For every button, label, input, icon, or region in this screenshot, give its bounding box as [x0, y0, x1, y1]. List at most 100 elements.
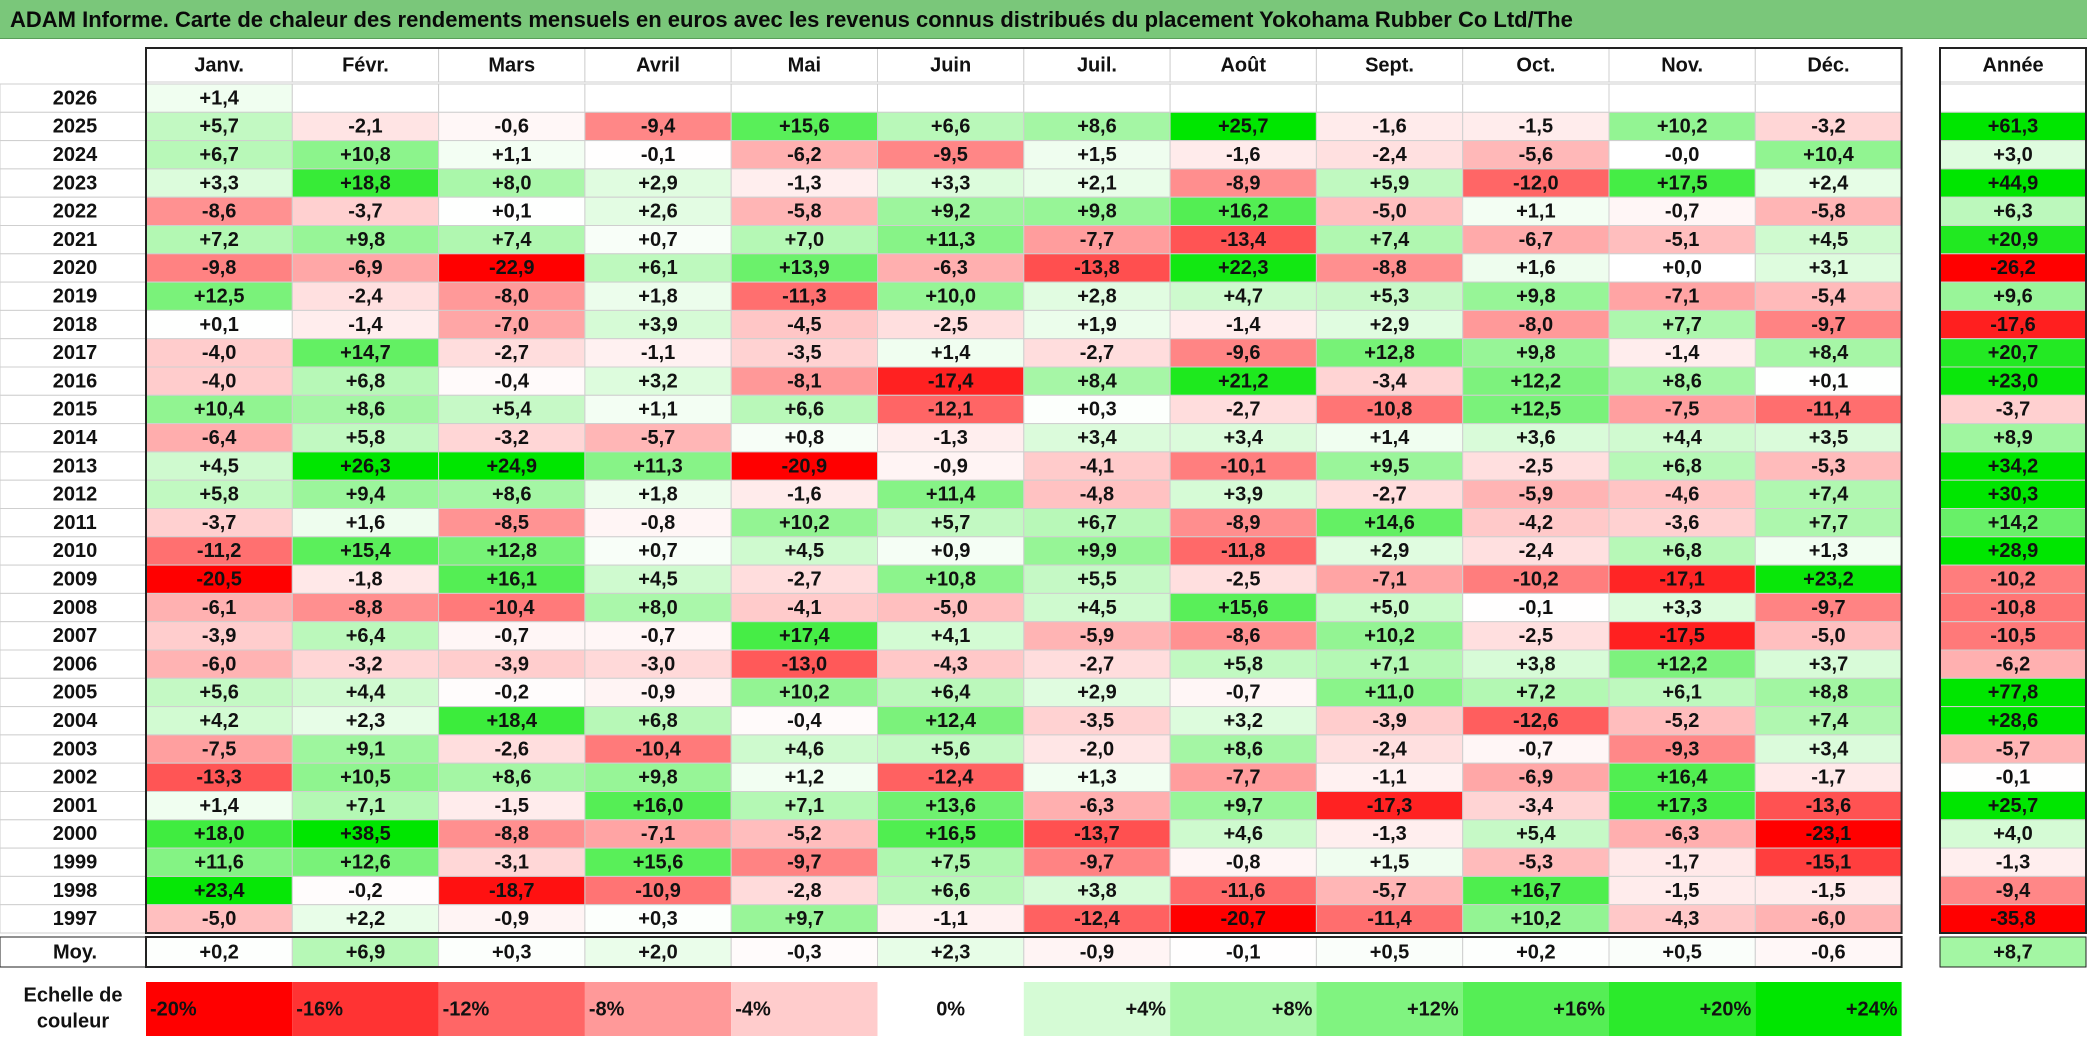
heatmap-cell — [1169, 281, 1317, 311]
cell-value: -1,8 — [348, 569, 382, 591]
average-value: -0,6 — [1811, 941, 1845, 963]
cell-value: -2,5 — [933, 314, 967, 336]
year-cell — [0, 111, 147, 142]
cell-value: -11,4 — [1367, 908, 1412, 930]
heatmap-cell — [1023, 83, 1171, 113]
cell-value: -17,1 — [1659, 569, 1705, 591]
year-label: 2016 — [53, 370, 98, 392]
cell-value: +11,4 — [926, 484, 976, 506]
cell-value: -8,6 — [202, 201, 236, 223]
heatmap-cell — [1169, 677, 1317, 708]
cell-value: -5,6 — [1519, 144, 1553, 166]
cell-value: +4,5 — [638, 569, 677, 591]
heatmap-cell — [730, 83, 879, 113]
heatmap-cell — [877, 83, 1025, 113]
cell-value: +6,8 — [1662, 540, 1701, 562]
scale-swatch — [877, 982, 1024, 1036]
heatmap-cell — [584, 394, 732, 425]
heatmap-cell — [1023, 451, 1171, 481]
heatmap-cell — [1754, 592, 1903, 623]
annual-cell — [1939, 253, 2087, 283]
cell-value: -1,5 — [1811, 880, 1845, 902]
scale-value: -20% — [150, 998, 197, 1020]
average-value: +2,3 — [931, 941, 970, 963]
cell-value: +9,8 — [346, 229, 385, 251]
cell-value: +10,8 — [925, 569, 976, 591]
heatmap-cell — [1169, 451, 1317, 481]
heatmap-cell — [877, 168, 1025, 198]
annual-value: +34,2 — [1988, 455, 2039, 477]
heatmap-cell — [438, 621, 586, 651]
heatmap-cell — [1169, 649, 1317, 679]
heatmap-cell — [730, 762, 879, 793]
heatmap-cell — [438, 423, 586, 453]
cell-value: +1,5 — [1370, 852, 1409, 874]
annual-value: -0,1 — [1996, 767, 2030, 789]
month-header-label: Août — [1220, 54, 1266, 76]
heatmap-cell — [1462, 536, 1610, 566]
cell-value: +3,1 — [1809, 257, 1848, 279]
cell-value: -2,7 — [787, 569, 821, 591]
heatmap-cell — [1023, 196, 1171, 226]
cell-value: -5,7 — [641, 427, 675, 449]
cell-value: -10,9 — [635, 880, 681, 902]
cell-value: +6,1 — [1662, 682, 1701, 704]
cell-value: +8,6 — [346, 399, 385, 421]
cell-value: -6,3 — [1665, 823, 1699, 845]
cell-value: +4,5 — [1077, 597, 1116, 619]
scale-value: +4% — [1126, 998, 1167, 1020]
year-label: 2009 — [53, 569, 98, 591]
cell-value: -0,7 — [641, 625, 675, 647]
month-header-label: Déc. — [1807, 54, 1849, 76]
cell-value: +18,0 — [194, 823, 245, 845]
heatmap-cell — [1754, 225, 1903, 255]
heatmap-cell — [584, 847, 732, 877]
cell-value: -0,8 — [1226, 852, 1260, 874]
cell-value: -1,5 — [1519, 116, 1553, 138]
cell-value: +7,4 — [1370, 229, 1410, 251]
cell-value: -2,7 — [1372, 484, 1406, 506]
cell-value: -7,1 — [641, 823, 675, 845]
cell-value: -3,5 — [787, 342, 821, 364]
scale-value: -8% — [589, 998, 625, 1020]
month-header-cell — [1169, 47, 1317, 83]
cell-value: +1,1 — [1516, 201, 1555, 223]
annual-value: +28,9 — [1988, 540, 2039, 562]
heatmap-cell — [1462, 819, 1610, 849]
month-header-cell — [1608, 47, 1756, 83]
cell-value: -6,7 — [1519, 229, 1553, 251]
heatmap-cell — [438, 592, 586, 623]
cell-value: +5,9 — [1370, 172, 1409, 194]
heatmap-cell — [730, 819, 879, 849]
cell-value: -9,7 — [1811, 597, 1845, 619]
annual-value: -1,3 — [1996, 852, 2030, 874]
cell-value: +12,8 — [1364, 342, 1415, 364]
heatmap-cell — [584, 196, 732, 226]
average-cell — [291, 936, 440, 968]
year-cell — [0, 762, 147, 793]
cell-value: -11,2 — [197, 540, 241, 562]
heatmap-cell — [145, 847, 293, 877]
cell-value: -9,4 — [641, 116, 676, 138]
cell-value: -0,7 — [1519, 738, 1553, 760]
year-label: 2003 — [53, 738, 98, 760]
scale-label: couleur — [37, 1010, 109, 1032]
cell-value: -6,3 — [933, 257, 967, 279]
cell-value: +10,2 — [1511, 908, 1562, 930]
annual-cell — [1939, 819, 2087, 849]
heatmap-cell — [145, 111, 293, 142]
cell-value: +1,4 — [199, 87, 239, 109]
heatmap-cell — [877, 819, 1025, 849]
heatmap-cell — [1169, 904, 1317, 934]
cell-value: -2,0 — [1080, 738, 1114, 760]
cell-value: -8,5 — [495, 512, 529, 534]
heatmap-cell — [584, 168, 732, 198]
heatmap-cell — [1315, 83, 1464, 113]
cell-value: +5,4 — [492, 399, 532, 421]
scale-swatch — [1462, 982, 1609, 1036]
cell-value: +10,2 — [1364, 625, 1415, 647]
cell-value: +9,7 — [1224, 795, 1263, 817]
cell-value: +11,6 — [194, 852, 244, 874]
heatmap-cell — [1315, 253, 1464, 283]
heatmap-cell — [438, 706, 586, 736]
